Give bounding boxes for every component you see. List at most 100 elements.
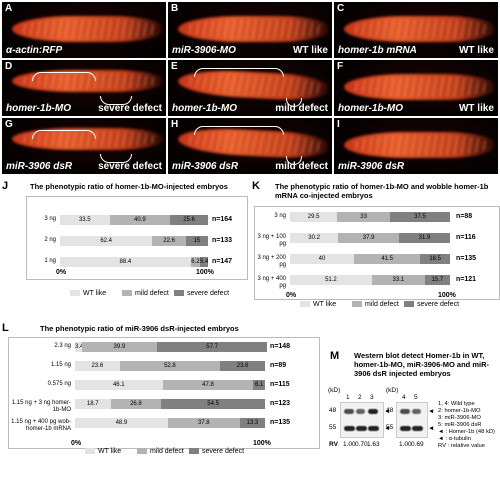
chart-j-legend-swatch <box>70 290 80 296</box>
chart-l-bar-segment: 3.4 <box>75 342 82 352</box>
chart-j-bar-segment: 88.4 <box>60 257 191 267</box>
chart-l-row-label: 1.15 ng + 3 ng homer-1b-MO <box>11 400 71 413</box>
western-title: Western blot detect Homer-1b in WT, home… <box>354 351 490 378</box>
panel-label: α-actin:RFP <box>6 45 63 56</box>
panel-label: miR-3906 dsR <box>172 161 239 172</box>
chart-k-bar-segment: 41.5 <box>354 254 421 264</box>
chart-l-bar-segment: 6.1 <box>253 380 265 390</box>
lane-number: 1 <box>346 394 350 401</box>
bracket <box>100 154 132 163</box>
chart-l-legend-swatch <box>137 448 147 454</box>
panel-label: homer-1b mRNA <box>338 45 417 56</box>
chart-k-n-label: n=88 <box>456 213 473 220</box>
chart-j-legend-swatch <box>174 290 184 296</box>
fish-image <box>344 74 494 100</box>
chart-k-legend-swatch <box>404 301 414 307</box>
chart-k-bar-segment: 18.5 <box>420 254 450 264</box>
panel-letter-m: M <box>330 350 340 362</box>
chart-l-bar-segment: 13.3 <box>239 418 265 428</box>
chart-l-legend-label: mild defect <box>150 448 184 455</box>
chart-k-bar-segment: 40 <box>290 254 354 264</box>
rv-value: 0.69 <box>411 441 424 448</box>
chart-l-n-label: n=135 <box>270 419 291 426</box>
chart-k-row-label: 3 ng + 400 pg <box>257 276 286 289</box>
western-key-line: 1, 4: Wild type <box>438 401 475 407</box>
marker-55-left: 55 <box>329 424 337 431</box>
panel-letter: F <box>337 61 344 72</box>
chart-l-row-label: 2.3 ng <box>54 343 71 349</box>
chart-k-row-label: 3 ng + 100 pg <box>257 234 286 247</box>
chart-j-legend-label: severe defect <box>187 290 230 297</box>
chart-k-axis-max: 100% <box>438 292 456 299</box>
lane-number: 3 <box>370 394 374 401</box>
panel-label: miR-3906 dsR <box>6 161 73 172</box>
chart-j-legend-label: mild defect <box>135 290 169 297</box>
chart-k-axis-min: 0% <box>286 292 297 299</box>
marker-48-right: 48 <box>386 407 394 414</box>
arrow-homer-left: ◄ <box>384 408 391 415</box>
homer-1b-band <box>368 409 379 414</box>
chart-j-row-label: 2 ng <box>44 237 56 243</box>
chart-j-bar-segment: 25.6 <box>170 215 208 225</box>
fish-image <box>344 16 494 42</box>
panel-letter: E <box>171 61 178 72</box>
rv-value: 1.63 <box>367 441 380 448</box>
chart-l-bar-segment: 18.7 <box>75 399 111 409</box>
chart-j-bar-segment: 40.9 <box>109 215 171 225</box>
western-key-line: RV : relative value <box>438 443 485 449</box>
chart-l-bar-segment: 52.8 <box>119 361 221 371</box>
chart-l-row-label: 1.15 ng + 400 pg wob-homer-1b mRNA <box>11 419 71 432</box>
fish-image <box>12 16 162 42</box>
chart-k-n-label: n=135 <box>456 255 477 262</box>
panel-letter: D <box>5 61 13 72</box>
rv-value: 1.00 <box>343 441 356 448</box>
chart-j-n-label: n=147 <box>212 258 233 265</box>
rv-label: RV <box>329 441 338 448</box>
chart-l-bar-segment: 54.5 <box>161 399 265 409</box>
chart-k-row-label: 3 ng + 200 pg <box>257 255 286 268</box>
chart-j-n-label: n=133 <box>212 237 233 244</box>
blot-right <box>396 402 428 438</box>
panel-label: miR-3906 dsR <box>338 161 405 172</box>
chart-j-axis-max: 100% <box>196 269 214 276</box>
chart-k-legend-swatch <box>300 301 310 307</box>
chart-k-legend-swatch <box>352 301 362 307</box>
homer-1b-band <box>356 409 366 414</box>
panel-letter: H <box>171 119 179 130</box>
panel-label: homer-1b-MO <box>172 103 237 114</box>
chart-l-bar-segment: 23.6 <box>75 361 120 371</box>
phenotype-label: WT like <box>292 45 328 56</box>
panel-label: miR-3906-MO <box>172 45 236 56</box>
tubulin-band <box>368 426 379 431</box>
rv-value: 0.70 <box>355 441 368 448</box>
chart-l-n-label: n=89 <box>270 362 287 369</box>
chart-l-n-label: n=115 <box>270 381 290 388</box>
tubulin-band <box>344 426 355 431</box>
western-key-line: 3: miR-3906-MO <box>438 415 481 421</box>
chart-l-row-label: 0.575 ng <box>47 381 71 387</box>
chart-l-legend-label: WT like <box>98 448 122 455</box>
panel-letter: G <box>5 119 13 130</box>
tubulin-band <box>356 426 367 431</box>
chart-j-axis-min: 0% <box>56 269 67 276</box>
chart-k-n-label: n=116 <box>456 234 476 241</box>
chart-k-n-label: n=121 <box>456 276 477 283</box>
chart-k-legend-label: severe defect <box>417 301 460 308</box>
western-key-line: 5: miR-3906 dsR <box>438 422 482 428</box>
chart-k-bar-segment: 33 <box>337 212 390 222</box>
kd-label-right: (kD) <box>386 387 399 394</box>
chart-k-letter: K <box>252 180 260 192</box>
chart-l-n-label: n=148 <box>270 343 291 350</box>
tubulin-band <box>412 426 423 431</box>
chart-j-bar-segment: 33.5 <box>60 215 110 225</box>
arrow-homer-right: ◄ <box>428 408 435 415</box>
chart-k-bar-segment: 33.1 <box>371 275 425 285</box>
chart-k-bar-segment: 15.7 <box>424 275 450 285</box>
chart-l-bar-segment: 48.9 <box>75 418 168 428</box>
marker-55-right: 55 <box>386 424 394 431</box>
